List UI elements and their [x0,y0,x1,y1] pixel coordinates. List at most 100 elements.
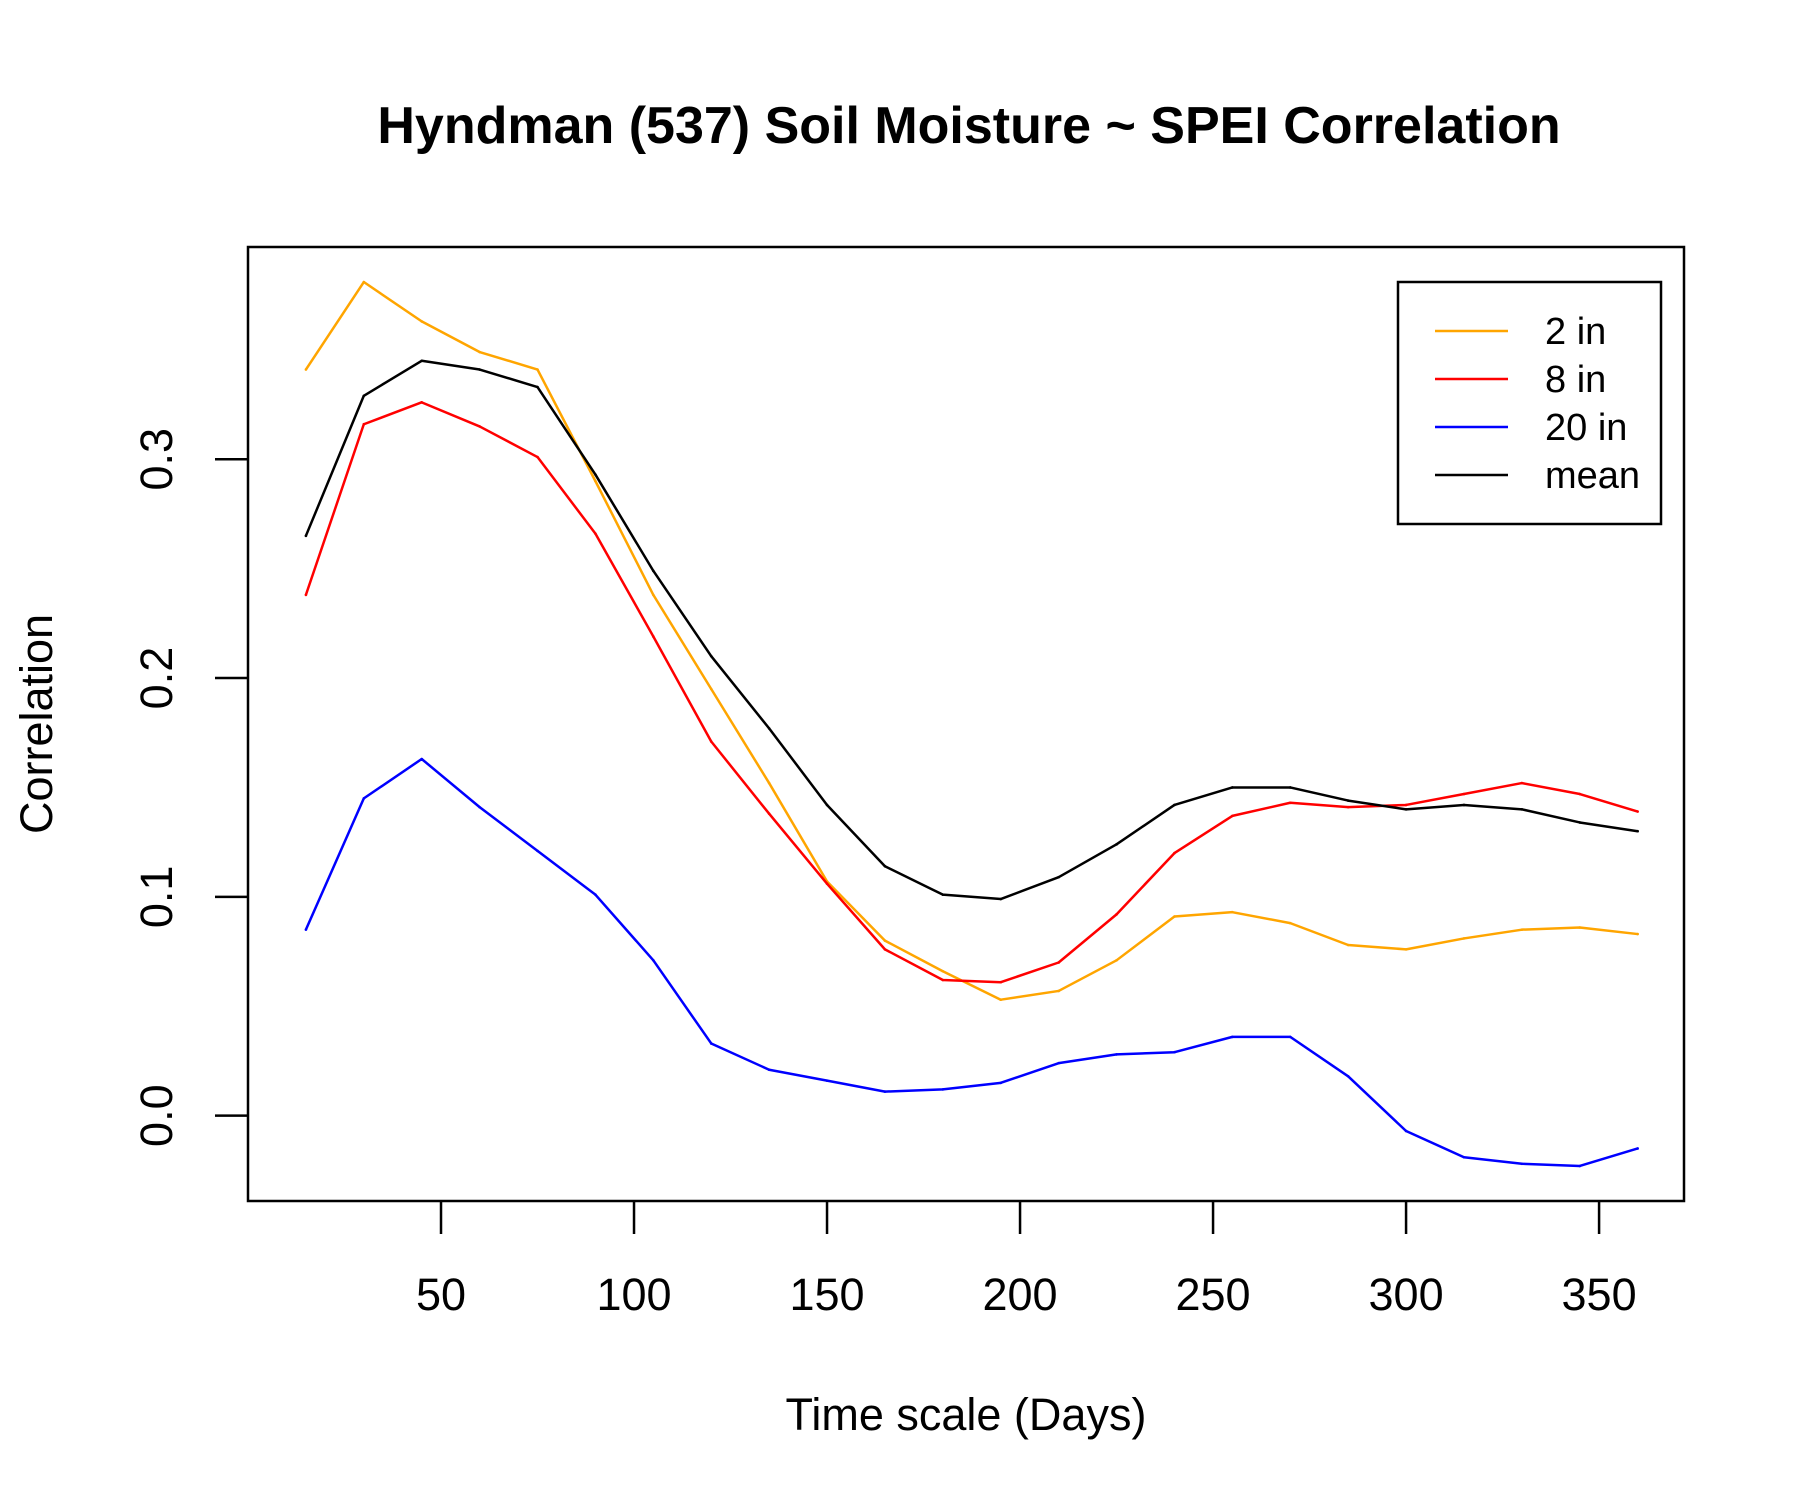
data-point-2-in-255 [1231,910,1234,914]
data-point-20-in-150 [825,1079,829,1082]
data-point-20-in-225 [1115,1053,1118,1056]
data-point-8-in-300 [1404,803,1408,807]
data-point-20-in-120 [709,1042,713,1045]
data-point-8-in-45 [420,401,424,404]
data-point-20-in-90 [594,893,597,896]
data-point-8-in-30 [362,422,366,426]
plot-frame [246,245,1686,1203]
data-point-8-in-165 [883,948,887,951]
data-point-2-in-45 [420,320,424,323]
data-point-8-in-180 [941,978,945,982]
x-tick-label-200: 200 [982,1269,1057,1320]
data-point-8-in-330 [1520,781,1524,785]
x-tick-label-250: 250 [1176,1269,1251,1320]
data-point-20-in-300 [1404,1129,1408,1133]
data-point-mean-225 [1115,843,1118,846]
data-point-2-in-285 [1346,943,1350,947]
series-line-20-in [304,757,1639,1168]
legend-box [1396,280,1663,526]
y-tick-label-2: 0.2 [131,647,182,710]
x-tick-label-150: 150 [789,1269,864,1320]
data-point-mean-30 [362,394,366,398]
x-tick-label-300: 300 [1369,1269,1444,1320]
data-point-8-in-255 [1231,814,1234,818]
data-point-20-in-360 [1636,1147,1639,1150]
data-point-mean-210 [1057,875,1060,879]
data-point-mean-240 [1173,803,1176,807]
y-tick-label-1: 0.1 [131,866,182,929]
data-point-8-in-60 [478,425,481,428]
data-point-mean-165 [883,864,887,868]
data-point-20-in-270 [1288,1035,1292,1039]
x-axis-label: Time scale (Days) [786,1389,1147,1440]
data-point-2-in-180 [941,969,945,973]
data-point-mean-255 [1231,786,1234,789]
data-point-8-in-150 [825,882,829,886]
y-tick-label-0: 0.0 [131,1084,182,1147]
data-point-20-in-15 [304,928,308,931]
data-point-mean-270 [1288,786,1292,789]
data-point-2-in-75 [536,368,539,371]
legend-label-mean: mean [1545,455,1640,497]
data-point-2-in-225 [1115,959,1118,962]
data-point-mean-195 [999,897,1003,901]
data-point-mean-345 [1578,821,1582,824]
data-point-20-in-315 [1462,1155,1466,1159]
y-axis: 0.0 0.1 0.2 0.3 [131,428,248,1147]
data-point-2-in-315 [1462,937,1466,940]
data-point-8-in-15 [304,593,308,597]
data-point-2-in-15 [304,368,308,371]
x-tick-label-100: 100 [596,1269,671,1320]
data-point-2-in-360 [1636,932,1639,936]
data-point-mean-300 [1404,808,1408,811]
data-point-mean-105 [652,569,655,573]
data-point-20-in-195 [999,1081,1003,1085]
series-layer [304,280,1639,1168]
data-point-2-in-300 [1404,948,1408,951]
data-point-8-in-135 [767,812,771,816]
data-point-20-in-165 [883,1090,887,1093]
data-point-mean-90 [594,473,597,476]
data-point-mean-315 [1462,803,1466,807]
data-point-20-in-45 [420,757,424,761]
data-point-2-in-165 [883,939,887,942]
data-point-2-in-135 [767,781,771,785]
x-axis: 50 100 150 200 250 300 350 [416,1201,1637,1320]
y-axis-label: Correlation [11,614,62,834]
data-point-20-in-30 [362,797,366,800]
data-point-8-in-75 [536,455,539,459]
data-point-8-in-270 [1288,801,1292,805]
data-point-8-in-285 [1346,805,1350,809]
legend-label-20-in: 20 in [1545,407,1627,449]
data-point-mean-150 [825,803,829,807]
data-point-8-in-210 [1057,961,1060,964]
data-point-20-in-330 [1520,1162,1524,1166]
data-point-mean-120 [709,654,713,658]
data-point-20-in-345 [1578,1164,1582,1168]
data-point-2-in-240 [1173,915,1176,918]
data-point-8-in-360 [1636,810,1639,813]
data-point-2-in-210 [1057,989,1060,993]
data-point-mean-360 [1636,829,1639,833]
data-point-20-in-285 [1346,1074,1350,1078]
x-tick-label-350: 350 [1562,1269,1637,1320]
series-line-2-in [304,280,1638,1001]
data-point-20-in-135 [767,1068,771,1072]
data-point-8-in-120 [709,740,713,743]
data-point-mean-75 [536,385,539,389]
data-point-20-in-180 [941,1088,945,1091]
y-tick-label-3: 0.3 [131,428,182,491]
data-point-8-in-225 [1115,913,1118,916]
data-point-2-in-30 [362,280,366,284]
data-point-20-in-75 [536,849,539,853]
legend-label-8-in: 8 in [1545,359,1606,401]
data-point-8-in-90 [594,532,597,535]
data-point-mean-180 [941,893,945,896]
data-point-mean-135 [767,727,771,730]
data-point-mean-45 [420,359,424,363]
x-tick-label-50: 50 [416,1269,466,1320]
data-point-2-in-345 [1578,926,1582,929]
data-point-mean-60 [478,368,481,371]
series-line-8-in [304,401,1639,984]
data-point-2-in-105 [652,593,655,597]
